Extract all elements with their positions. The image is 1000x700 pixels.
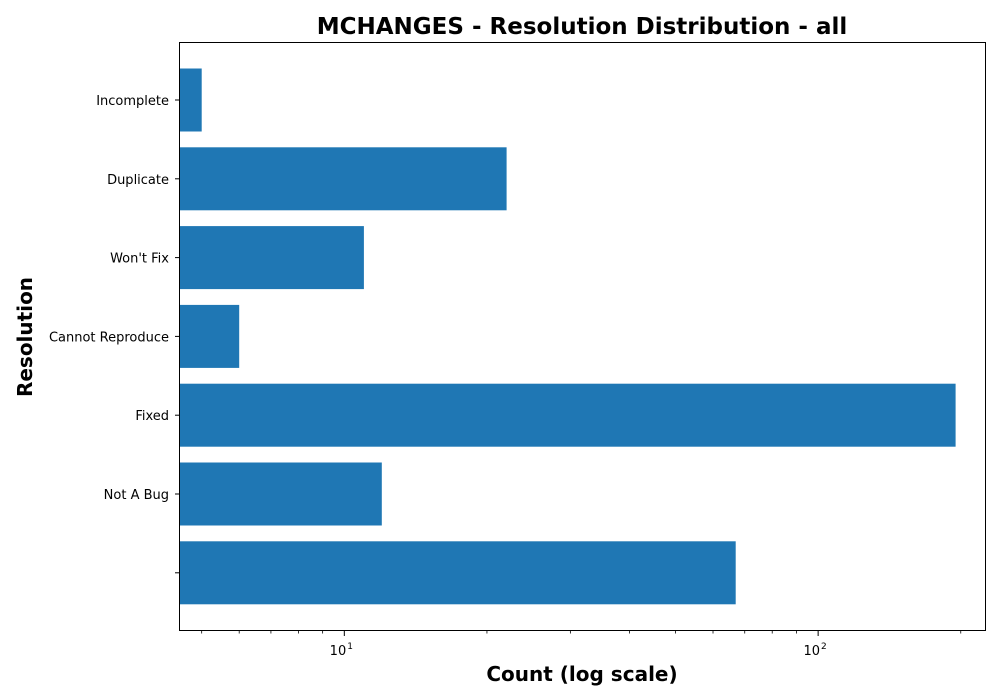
bar <box>180 304 240 368</box>
bar <box>180 541 736 605</box>
x-axis-title: Count (log scale) <box>486 662 677 686</box>
bar <box>180 462 382 526</box>
x-tick-label: 102 <box>803 642 826 659</box>
ticks-layer: Incomplete Duplicate Won't Fix Cannot Repro… <box>49 94 962 659</box>
y-tick-label: Won't Fix <box>110 252 169 267</box>
y-tick-label: Incomplete <box>96 94 169 109</box>
bar <box>180 226 364 290</box>
bar <box>180 68 202 132</box>
chart-title: MCHANGES - Resolution Distribution - all <box>317 14 848 40</box>
bars-layer <box>180 68 956 605</box>
y-axis-title: Resolution <box>13 277 37 397</box>
bar <box>180 147 507 211</box>
x-tick-label: 101 <box>330 642 353 659</box>
y-tick-label: Cannot Reproduce <box>49 330 169 345</box>
y-tick-label: Not A Bug <box>104 488 169 503</box>
y-tick-label: Duplicate <box>107 173 169 188</box>
bar <box>180 383 956 447</box>
y-tick-label: Fixed <box>135 409 169 424</box>
plot-frame <box>179 42 986 631</box>
